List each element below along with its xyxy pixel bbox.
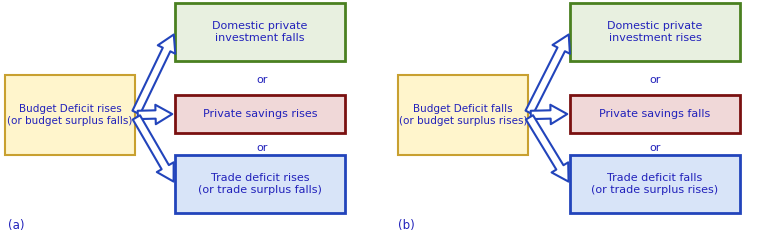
Text: or: or [649, 143, 661, 153]
Text: (b): (b) [398, 219, 415, 232]
Text: Domestic private
investment rises: Domestic private investment rises [608, 21, 703, 43]
Text: Private savings rises: Private savings rises [203, 109, 317, 119]
Text: or: or [257, 143, 268, 153]
Text: Trade deficit falls
(or trade surplus rises): Trade deficit falls (or trade surplus ri… [591, 173, 718, 195]
FancyArrowPatch shape [526, 34, 570, 114]
FancyBboxPatch shape [570, 155, 740, 213]
Text: (a): (a) [8, 219, 24, 232]
FancyBboxPatch shape [570, 3, 740, 61]
FancyBboxPatch shape [175, 155, 345, 213]
FancyArrowPatch shape [133, 35, 176, 114]
Text: Private savings falls: Private savings falls [599, 109, 711, 119]
Text: or: or [257, 75, 268, 85]
FancyBboxPatch shape [175, 3, 345, 61]
FancyBboxPatch shape [175, 95, 345, 133]
FancyArrowPatch shape [138, 105, 172, 124]
FancyArrowPatch shape [133, 115, 174, 182]
FancyBboxPatch shape [398, 75, 528, 155]
Text: Budget Deficit rises
(or budget surplus falls): Budget Deficit rises (or budget surplus … [7, 104, 133, 126]
FancyBboxPatch shape [570, 95, 740, 133]
Text: Trade deficit rises
(or trade surplus falls): Trade deficit rises (or trade surplus fa… [198, 173, 322, 195]
Text: Domestic private
investment falls: Domestic private investment falls [212, 21, 307, 43]
FancyArrowPatch shape [530, 105, 567, 124]
FancyArrowPatch shape [526, 115, 569, 182]
Text: or: or [649, 75, 661, 85]
FancyBboxPatch shape [5, 75, 135, 155]
Text: Budget Deficit falls
(or budget surplus rises): Budget Deficit falls (or budget surplus … [399, 104, 527, 126]
